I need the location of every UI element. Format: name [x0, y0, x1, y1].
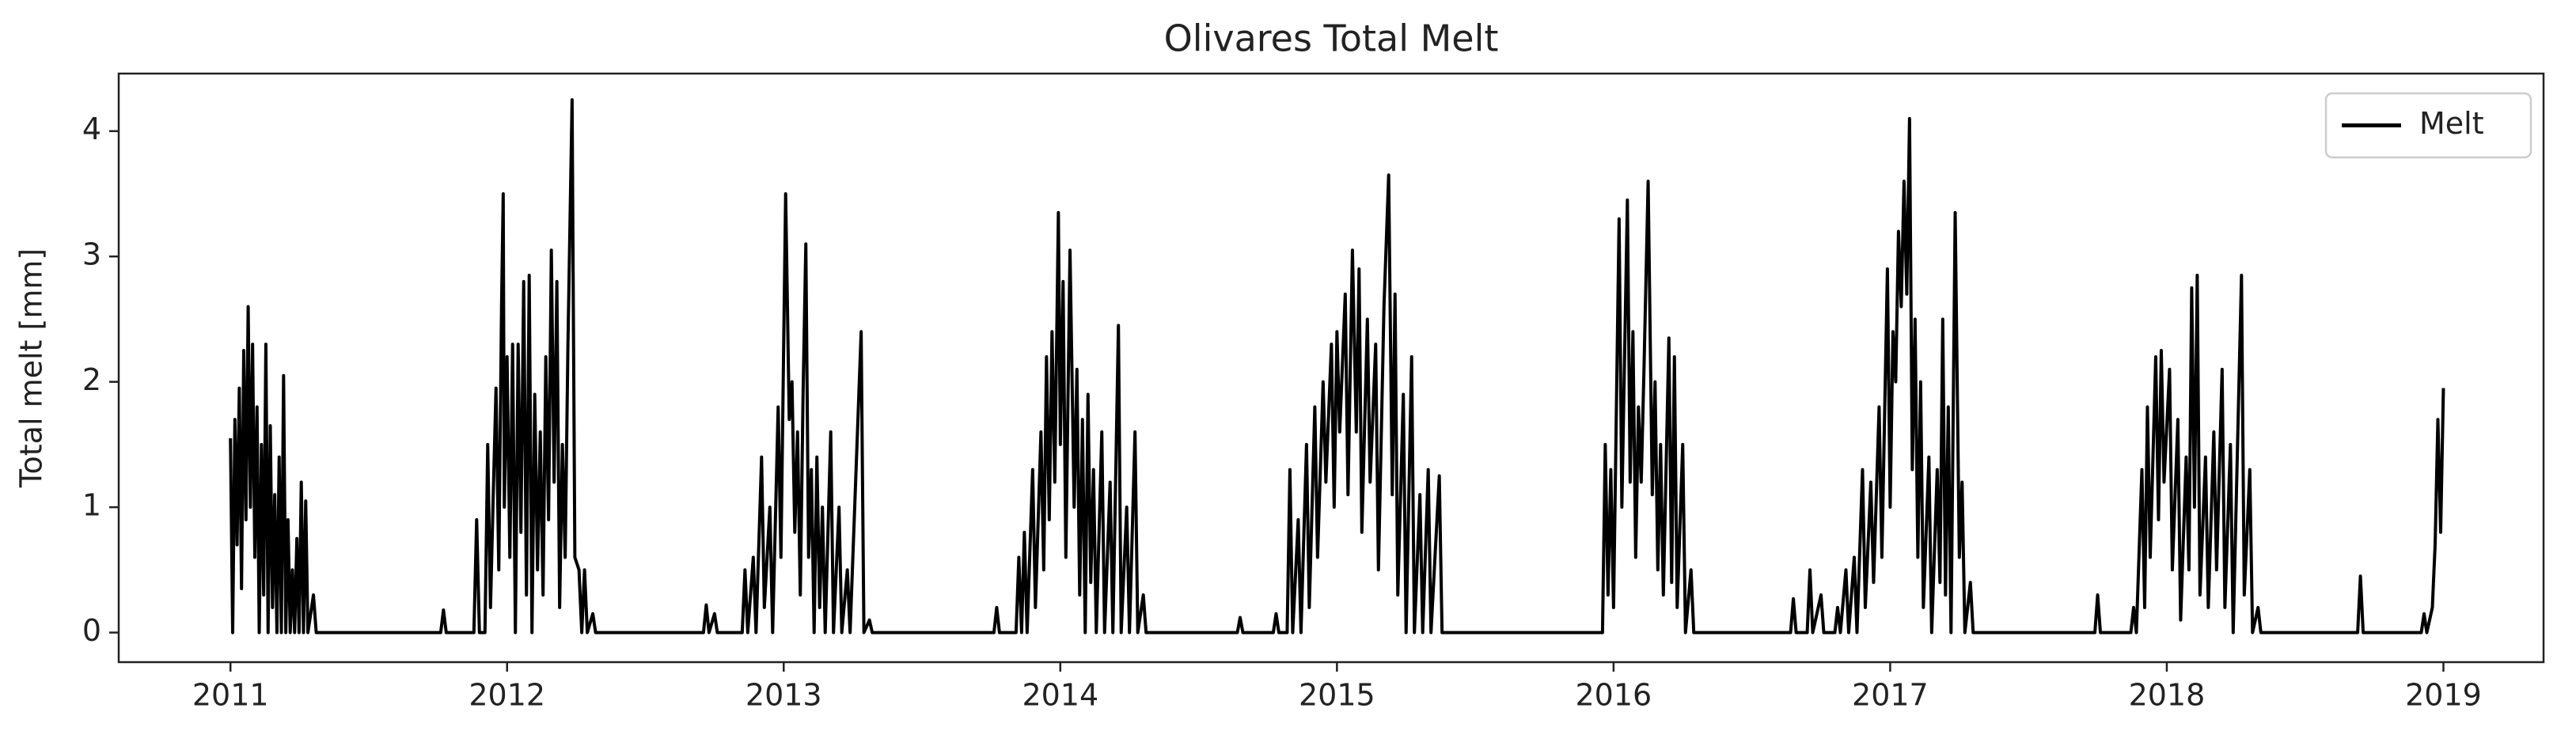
x-tick-label: 2019: [2405, 678, 2482, 713]
x-tick-label: 2012: [469, 678, 545, 713]
x-tick-label: 2018: [2129, 678, 2206, 713]
x-tick-label: 2013: [745, 678, 822, 713]
legend-label: Melt: [2419, 106, 2484, 141]
y-tick-label: 2: [82, 362, 101, 397]
data-line: [229, 98, 2445, 634]
y-tick-label: 3: [82, 237, 101, 272]
x-tick-label: 2017: [1852, 678, 1929, 713]
y-axis-label: Total melt [mm]: [14, 248, 49, 488]
y-tick-label: 0: [82, 613, 101, 648]
x-tick-label: 2016: [1576, 678, 1652, 713]
chart-title: Olivares Total Melt: [1164, 17, 1499, 60]
plot-frame: [117, 72, 2545, 664]
legend: Melt: [2324, 92, 2532, 159]
legend-box: [2324, 92, 2532, 159]
x-tick-label: 2011: [192, 678, 269, 713]
x-tick-label: 2015: [1299, 678, 1375, 713]
x-tick-label: 2014: [1022, 678, 1098, 713]
y-tick-label: 1: [82, 488, 101, 523]
y-tick-label: 4: [82, 112, 101, 146]
